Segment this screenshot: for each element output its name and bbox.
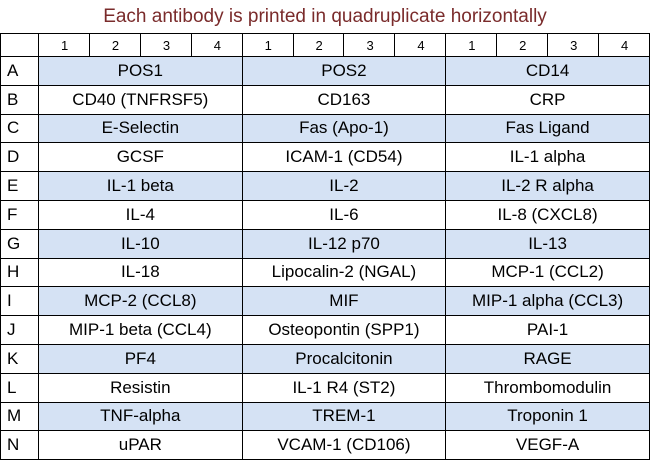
table-row: C E-Selectin Fas (Apo-1) Fas Ligand — [0, 113, 650, 144]
antibody-cell: Fas (Apo-1) — [241, 113, 447, 144]
antibody-cell: CRP — [445, 84, 650, 115]
row-label: I — [0, 286, 39, 317]
antibody-cell: TNF-alpha — [38, 401, 243, 432]
column-number: 1 — [445, 33, 498, 57]
antibody-cell: CD40 (TNFRSF5) — [38, 84, 243, 115]
antibody-cell: IL-1 alpha — [445, 142, 650, 173]
antibody-cell: PAI-1 — [445, 315, 650, 345]
column-number: 1 — [38, 33, 90, 57]
row-label: D — [0, 142, 39, 173]
table-row: M TNF-alpha TREM-1 Troponin 1 — [0, 401, 650, 432]
antibody-cell: POS1 — [38, 56, 243, 86]
antibody-cell: IL-6 — [241, 199, 447, 230]
antibody-cell: IL-1 beta — [38, 171, 243, 201]
antibody-cell: MCP-1 (CCL2) — [445, 257, 650, 288]
column-number: 2 — [88, 33, 141, 57]
column-number: 4 — [190, 33, 243, 57]
row-label: B — [0, 84, 39, 115]
row-label: F — [0, 199, 39, 230]
column-number: 1 — [241, 33, 294, 57]
antibody-cell: CD14 — [445, 56, 650, 86]
column-number: 4 — [597, 33, 650, 57]
row-label: E — [0, 171, 39, 201]
antibody-cell: PF4 — [38, 343, 243, 374]
antibody-cell: IL-2 R alpha — [445, 171, 650, 201]
row-label: K — [0, 343, 39, 374]
row-label: H — [0, 257, 39, 288]
antibody-cell: IL-8 (CXCL8) — [445, 199, 650, 230]
antibody-cell: IL-1 R4 (ST2) — [241, 372, 447, 403]
table-row: E IL-1 beta IL-2 IL-2 R alpha — [0, 171, 650, 201]
antibody-cell: POS2 — [241, 56, 447, 86]
column-number: 3 — [343, 33, 396, 57]
table-row: A POS1 POS2 CD14 — [0, 56, 650, 86]
column-number: 3 — [139, 33, 192, 57]
antibody-cell: Procalcitonin — [241, 343, 447, 374]
antibody-cell: ICAM-1 (CD54) — [241, 142, 447, 173]
antibody-cell: IL-12 p70 — [241, 228, 447, 259]
table-row: K PF4 Procalcitonin RAGE — [0, 343, 650, 374]
antibody-cell: IL-18 — [38, 257, 243, 288]
antibody-table: 1 2 3 4 1 2 3 4 1 2 3 4 A POS1 POS2 CD14 B CD40 (TNFRSF5)… — [0, 33, 650, 461]
antibody-cell: Troponin 1 — [445, 401, 650, 432]
corner-cell — [0, 33, 39, 57]
table-row: B CD40 (TNFRSF5) CD163 CRP — [0, 84, 650, 115]
column-number: 3 — [547, 33, 599, 57]
antibody-cell: RAGE — [445, 343, 650, 374]
antibody-cell: VCAM-1 (CD106) — [241, 430, 447, 461]
table-row: J MIP-1 beta (CCL4) Osteopontin (SPP1) PAI-… — [0, 315, 650, 345]
row-label: G — [0, 228, 39, 259]
row-label: L — [0, 372, 39, 403]
antibody-cell: IL-13 — [445, 228, 650, 259]
column-number: 2 — [496, 33, 549, 57]
antibody-cell: MIP-1 beta (CCL4) — [38, 315, 243, 345]
title: Each antibody is printed in quadruplicat… — [103, 6, 547, 27]
antibody-cell: CD163 — [241, 84, 447, 115]
row-label: M — [0, 401, 39, 432]
row-label: N — [0, 430, 39, 461]
table-row: F IL-4 IL-6 IL-8 (CXCL8) — [0, 199, 650, 230]
column-number: 4 — [394, 33, 447, 57]
column-number: 2 — [292, 33, 345, 57]
antibody-cell: VEGF-A — [445, 430, 650, 461]
antibody-cell: Resistin — [38, 372, 243, 403]
antibody-cell: Lipocalin-2 (NGAL) — [241, 257, 447, 288]
antibody-cell: IL-2 — [241, 171, 447, 201]
table-row: D GCSF ICAM-1 (CD54) IL-1 alpha — [0, 142, 650, 173]
antibody-cell: Thrombomodulin — [445, 372, 650, 403]
antibody-cell: Osteopontin (SPP1) — [241, 315, 447, 345]
antibody-cell: MCP-2 (CCL8) — [38, 286, 243, 317]
table-row: I MCP-2 (CCL8) MIF MIP-1 alpha (CCL3) — [0, 286, 650, 317]
table-row: L Resistin IL-1 R4 (ST2) Thrombomodulin — [0, 372, 650, 403]
row-label: A — [0, 56, 39, 86]
antibody-cell: TREM-1 — [241, 401, 447, 432]
antibody-cell: uPAR — [38, 430, 243, 461]
row-label: J — [0, 315, 39, 345]
table-row: H IL-18 Lipocalin-2 (NGAL) MCP-1 (CCL2) — [0, 257, 650, 288]
row-label: C — [0, 113, 39, 144]
antibody-cell: Fas Ligand — [445, 113, 650, 144]
antibody-cell: MIP-1 alpha (CCL3) — [445, 286, 650, 317]
table-row: G IL-10 IL-12 p70 IL-13 — [0, 228, 650, 259]
antibody-cell: MIF — [241, 286, 447, 317]
antibody-cell: IL-4 — [38, 199, 243, 230]
antibody-cell: E-Selectin — [38, 113, 243, 144]
antibody-cell: GCSF — [38, 142, 243, 173]
antibody-cell: IL-10 — [38, 228, 243, 259]
